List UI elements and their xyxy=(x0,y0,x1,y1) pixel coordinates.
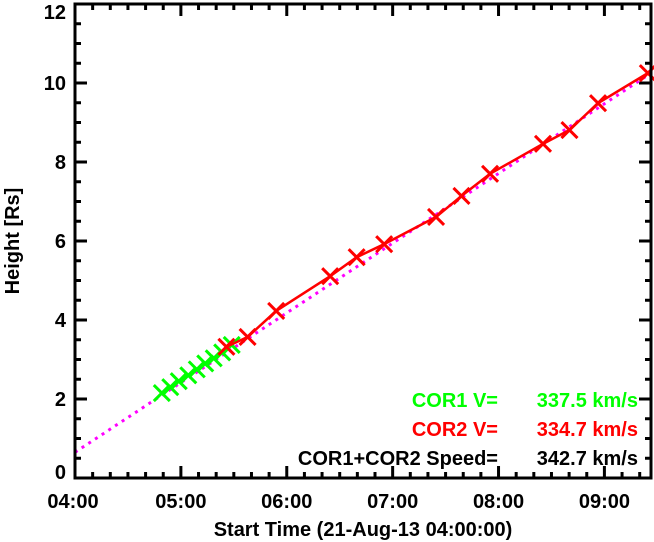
cor2-point xyxy=(533,134,553,153)
x-tick-label: 05:00 xyxy=(155,491,206,513)
x-axis-label: Start Time (21-Aug-13 04:00:00) xyxy=(214,519,513,541)
y-tick-label: 0 xyxy=(55,462,66,484)
cor2-point xyxy=(238,327,257,347)
cor1-point xyxy=(169,372,188,391)
cor2-point xyxy=(375,235,394,254)
y-tick-labels: 0 2 4 6 8 10 12 xyxy=(44,2,67,484)
y-tick-label: 2 xyxy=(55,389,66,411)
x-tick-label: 06:00 xyxy=(261,491,312,513)
cor1-point xyxy=(161,378,180,397)
cor1-point xyxy=(152,384,171,403)
y-axis-label: Height [Rs] xyxy=(2,188,24,295)
cor1-point xyxy=(179,366,198,385)
y-tick-label: 4 xyxy=(55,310,67,332)
y-tick-label: 6 xyxy=(55,231,66,253)
x-tick-label: 09:00 xyxy=(579,491,630,513)
cor2-point xyxy=(452,186,471,206)
x-tick-label: 08:00 xyxy=(473,491,524,513)
combined-label: COR1+COR2 Speed= xyxy=(298,448,498,470)
legend-annotations: COR1 V= 337.5 km/s COR2 V= 334.7 km/s CO… xyxy=(298,390,638,470)
y-tick-label: 10 xyxy=(44,73,66,95)
cor2-point xyxy=(638,64,654,83)
cor2-point xyxy=(217,337,236,356)
cor2-point xyxy=(480,164,500,183)
cor2-value: 334.7 km/s xyxy=(537,419,638,441)
y-tick-label: 12 xyxy=(44,2,66,24)
plot-frame xyxy=(73,2,653,480)
cor2-point xyxy=(347,248,366,267)
cor2-point xyxy=(267,301,286,320)
x-tick-label: 04:00 xyxy=(47,491,98,513)
x-tick-label: 07:00 xyxy=(367,491,418,513)
cor1-label: COR1 V= xyxy=(412,390,498,412)
cor2-label: COR2 V= xyxy=(412,419,498,441)
cor1-point xyxy=(187,360,206,379)
cor2-point xyxy=(426,207,446,226)
cor2-line xyxy=(225,72,649,348)
combined-value: 342.7 km/s xyxy=(537,448,638,470)
cor1-point xyxy=(196,354,215,373)
cor2-point xyxy=(560,120,579,140)
data-series xyxy=(152,64,654,403)
x-tick-labels: 04:00 05:00 06:00 07:00 08:00 09:00 xyxy=(47,491,630,513)
cor2-point xyxy=(588,94,608,113)
cor1-value: 337.5 km/s xyxy=(537,390,638,412)
y-tick-label: 8 xyxy=(55,152,66,174)
cor2-point xyxy=(321,267,340,286)
